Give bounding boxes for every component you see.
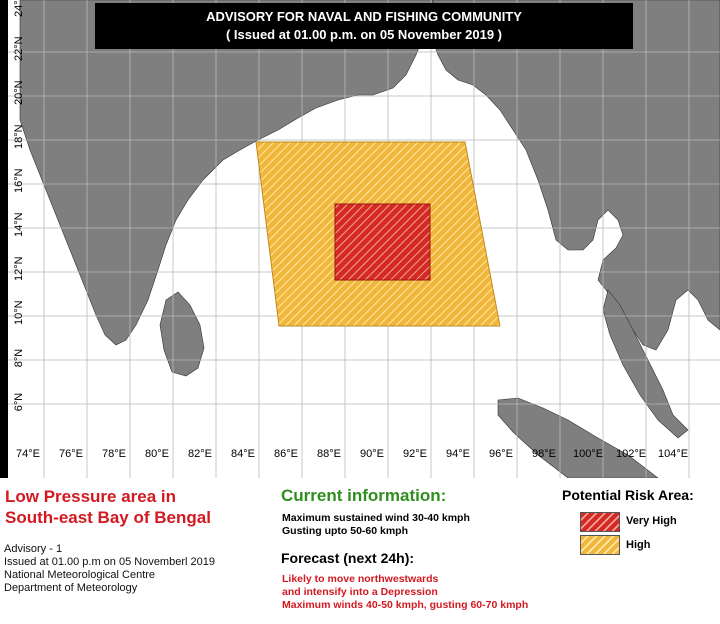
system-title-line1: Low Pressure area in bbox=[5, 487, 177, 506]
lon-label-84: 84°E bbox=[231, 448, 255, 460]
lat-label-20: 20°N bbox=[13, 80, 25, 105]
current-gust: Gusting upto 50-60 kmph bbox=[282, 525, 409, 537]
lon-label-78: 78°E bbox=[102, 448, 126, 460]
lon-labels: 74°E 76°E 78°E 80°E 82°E 84°E 86°E 88°E … bbox=[8, 448, 720, 470]
high-label: High bbox=[626, 539, 651, 551]
lat-label-24: 24°N bbox=[13, 0, 25, 17]
lon-label-98: 98°E bbox=[532, 448, 556, 460]
sumatra-landmass bbox=[497, 397, 659, 478]
system-title-line2: South-east Bay of Bengal bbox=[5, 508, 211, 527]
forecast-line-2: and intensify into a Depression bbox=[282, 586, 438, 598]
lat-label-8: 8°N bbox=[13, 348, 25, 368]
lon-label-80: 80°E bbox=[145, 448, 169, 460]
advisory-map: 24°N 22°N 20°N 18°N 16°N 14°N 12°N 10°N … bbox=[8, 0, 720, 478]
forecast-heading: Forecast (next 24h): bbox=[281, 550, 415, 566]
lat-label-18: 18°N bbox=[13, 124, 25, 149]
lon-label-74: 74°E bbox=[16, 448, 40, 460]
india-landmass bbox=[19, 0, 434, 346]
lat-label-14: 14°N bbox=[13, 212, 25, 237]
lon-label-90: 90°E bbox=[360, 448, 384, 460]
lon-label-76: 76°E bbox=[59, 448, 83, 460]
very-high-swatch bbox=[580, 512, 620, 532]
lat-label-6: 6°N bbox=[13, 392, 25, 412]
advisory-title: ADVISORY FOR NAVAL AND FISHING COMMUNITY bbox=[206, 9, 522, 24]
sri-lanka-landmass bbox=[159, 291, 205, 377]
risk-legend-heading: Potential Risk Area: bbox=[562, 487, 694, 503]
legend-panel: Low Pressure area in South-east Bay of B… bbox=[0, 478, 720, 624]
map-canvas bbox=[8, 0, 720, 478]
current-info-heading: Current information: bbox=[281, 486, 447, 505]
very-high-risk-area bbox=[334, 203, 431, 281]
lon-label-82: 82°E bbox=[188, 448, 212, 460]
issuing-centre: National Meteorological Centre bbox=[4, 569, 156, 581]
issuing-department: Department of Meteorology bbox=[4, 582, 138, 594]
high-swatch bbox=[580, 535, 620, 555]
lon-label-86: 86°E bbox=[274, 448, 298, 460]
system-title: Low Pressure area in South-east Bay of B… bbox=[5, 486, 211, 528]
lat-label-10: 10°N bbox=[13, 300, 25, 325]
lon-label-92: 92°E bbox=[403, 448, 427, 460]
advisory-issued: Issued at 01.00 p.m on 05 Novemberl 2019 bbox=[4, 556, 215, 568]
advisory-number: Advisory - 1 bbox=[4, 543, 63, 555]
current-wind: Maximum sustained wind 30-40 kmph bbox=[282, 512, 470, 524]
forecast-line-3: Maximum winds 40-50 kmph, gusting 60-70 … bbox=[282, 599, 529, 611]
very-high-label: Very High bbox=[626, 515, 677, 527]
advisory-title-box: ADVISORY FOR NAVAL AND FISHING COMMUNITY… bbox=[95, 3, 633, 49]
lon-label-102: 102°E bbox=[616, 448, 647, 460]
lon-label-94: 94°E bbox=[446, 448, 470, 460]
advisory-issued-subtitle: ( Issued at 01.00 p.m. on 05 November 20… bbox=[225, 27, 502, 42]
forecast-line-1: Likely to move northwestwards bbox=[282, 573, 439, 585]
lat-label-12: 12°N bbox=[13, 256, 25, 281]
lon-label-104: 104°E bbox=[658, 448, 689, 460]
lat-label-16: 16°N bbox=[13, 168, 25, 193]
lon-label-96: 96°E bbox=[489, 448, 513, 460]
southeast-asia-landmass bbox=[432, 0, 720, 351]
lat-label-22: 22°N bbox=[13, 36, 25, 61]
malay-peninsula-landmass bbox=[602, 289, 689, 439]
lon-label-100: 100°E bbox=[573, 448, 604, 460]
lon-label-88: 88°E bbox=[317, 448, 341, 460]
